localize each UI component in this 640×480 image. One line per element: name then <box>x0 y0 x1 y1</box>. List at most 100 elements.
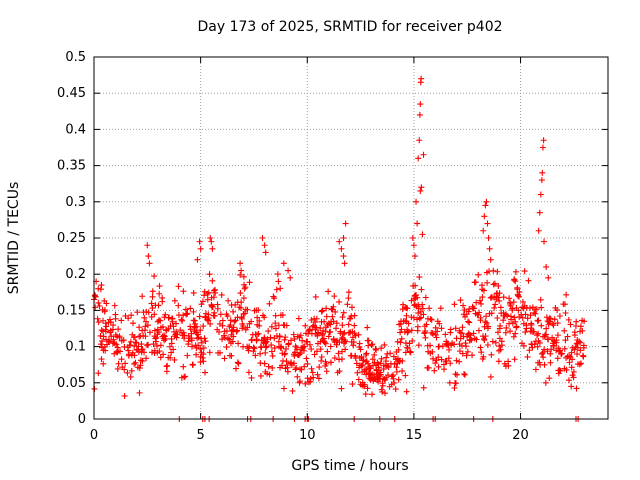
data-point <box>200 323 207 330</box>
data-point <box>165 314 172 321</box>
data-point <box>148 300 155 307</box>
data-point <box>570 374 577 381</box>
data-point <box>276 333 283 340</box>
data-point <box>512 268 519 275</box>
data-point <box>484 220 491 227</box>
data-point <box>532 366 539 373</box>
data-point <box>462 343 469 350</box>
data-point <box>543 314 550 321</box>
data-point <box>534 332 541 339</box>
data-point <box>290 331 297 338</box>
data-point <box>237 260 244 267</box>
data-point <box>149 288 156 295</box>
data-point <box>378 355 385 362</box>
data-point <box>554 320 561 327</box>
data-point <box>563 291 570 298</box>
data-point <box>163 368 170 375</box>
data-point <box>197 245 204 252</box>
data-point <box>461 371 468 378</box>
data-point <box>579 327 586 334</box>
data-point <box>200 345 207 352</box>
data-point <box>318 353 325 360</box>
data-point <box>188 330 195 337</box>
data-point <box>126 342 133 349</box>
data-point <box>187 326 194 333</box>
data-point <box>355 331 362 338</box>
data-point <box>556 367 563 374</box>
data-point <box>265 328 272 335</box>
data-point <box>405 328 412 335</box>
data-point <box>432 324 439 331</box>
data-point <box>514 284 521 291</box>
data-point <box>269 352 276 359</box>
data-point <box>349 381 356 388</box>
data-point <box>248 318 255 325</box>
data-point <box>328 359 335 366</box>
data-point <box>495 294 502 301</box>
data-point <box>505 362 512 369</box>
data-point <box>496 297 503 304</box>
data-point <box>544 348 551 355</box>
data-point <box>262 349 269 356</box>
data-point <box>162 335 169 342</box>
data-point <box>110 336 117 343</box>
data-point <box>284 368 291 375</box>
data-point <box>323 313 330 320</box>
data-point <box>225 297 232 304</box>
data-point <box>251 345 258 352</box>
data-point <box>115 326 122 333</box>
data-point <box>206 349 213 356</box>
data-point <box>541 346 548 353</box>
data-point <box>490 281 497 288</box>
data-point <box>527 312 534 319</box>
data-point <box>393 368 400 375</box>
data-point <box>237 304 244 311</box>
data-point <box>541 361 548 368</box>
data-point <box>224 313 231 320</box>
data-point <box>411 253 418 260</box>
data-point <box>368 341 375 348</box>
data-point <box>190 289 197 296</box>
data-point <box>112 315 119 322</box>
data-point <box>480 353 487 360</box>
data-point <box>577 339 584 346</box>
data-point <box>307 375 314 382</box>
data-point <box>283 322 290 329</box>
data-point <box>570 368 577 375</box>
data-point <box>205 289 212 296</box>
data-point <box>418 314 425 321</box>
data-point <box>103 300 110 307</box>
data-point <box>519 298 526 305</box>
data-point <box>484 279 491 286</box>
data-point <box>279 312 286 319</box>
data-point <box>97 341 104 348</box>
data-point <box>141 349 148 356</box>
data-point <box>358 362 365 369</box>
y-axis-label: SRMTID / TECUs <box>6 182 22 295</box>
plot-frame <box>93 56 609 420</box>
data-point <box>295 315 302 322</box>
data-point <box>463 352 470 359</box>
data-point <box>537 191 544 198</box>
data-point <box>180 363 187 370</box>
data-point <box>420 151 427 158</box>
data-point <box>511 277 518 284</box>
data-point <box>160 332 167 339</box>
data-point <box>296 351 303 358</box>
data-point <box>391 379 398 386</box>
data-point <box>503 324 510 331</box>
data-point <box>138 341 145 348</box>
data-point <box>512 318 519 325</box>
data-point <box>201 335 208 342</box>
data-point <box>547 350 554 357</box>
data-point <box>537 296 544 303</box>
data-point <box>205 315 212 322</box>
data-point <box>291 335 298 342</box>
data-point <box>283 358 290 365</box>
data-point <box>436 320 443 327</box>
data-point <box>238 299 245 306</box>
data-point <box>266 371 273 378</box>
data-point <box>538 322 545 329</box>
data-point <box>477 344 484 351</box>
data-point <box>264 370 271 377</box>
